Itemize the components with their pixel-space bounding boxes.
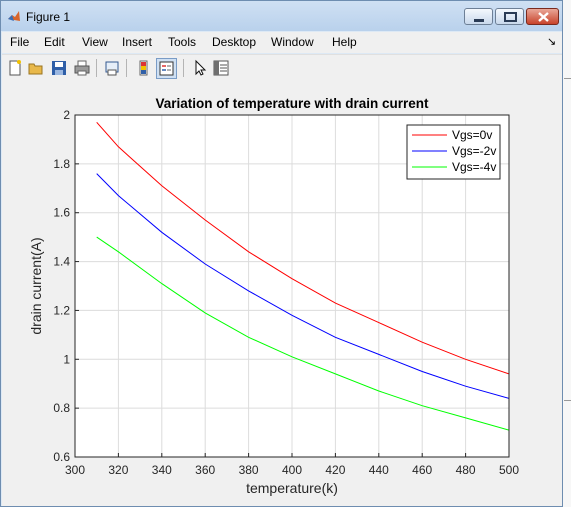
menu-help[interactable]: Help bbox=[332, 35, 357, 49]
y-tick-label: 1.8 bbox=[53, 157, 70, 171]
series-lines bbox=[96, 121, 510, 431]
legend-entry: Vgs=-4v bbox=[452, 160, 496, 174]
print-icon[interactable] bbox=[73, 59, 91, 77]
x-tick-label: 340 bbox=[152, 463, 172, 477]
close-icon bbox=[538, 12, 549, 22]
print-preview-icon[interactable] bbox=[103, 59, 121, 77]
colorbar-icon[interactable] bbox=[135, 59, 153, 77]
menu-file[interactable]: File bbox=[10, 35, 30, 49]
chart-title: Variation of temperature with drain curr… bbox=[155, 96, 429, 111]
x-tick-label: 420 bbox=[325, 463, 345, 477]
save-icon[interactable] bbox=[50, 59, 68, 77]
series-line-Vgs=-4v bbox=[96, 236, 510, 431]
line-chart: 300 320 340 360 380 400 420 440 460 480 500 0.6 0.8 1… bbox=[28, 96, 519, 496]
menu-tools[interactable]: Tools bbox=[168, 35, 197, 49]
minimize-icon bbox=[474, 19, 484, 22]
figure-canvas: 300 320 340 360 380 400 420 440 460 480 500 0.6 0.8 1… bbox=[2, 82, 562, 506]
y-tick-label: 1 bbox=[63, 352, 70, 366]
menu-insert[interactable]: Insert bbox=[122, 35, 153, 49]
menu-bar: File Edit View Insert Tools Desktop Wind… bbox=[2, 32, 562, 53]
new-figure-icon[interactable] bbox=[6, 59, 24, 77]
x-tick-label: 360 bbox=[195, 463, 215, 477]
y-tick-label: 1.4 bbox=[53, 255, 70, 269]
toolbar-separator bbox=[126, 59, 127, 77]
menu-desktop[interactable]: Desktop bbox=[212, 35, 257, 49]
close-button[interactable] bbox=[526, 8, 559, 25]
open-file-icon[interactable] bbox=[27, 59, 45, 77]
tick-labels: 300 320 340 360 380 400 420 440 460 480 500 0.6 0.8 1… bbox=[53, 108, 519, 477]
x-tick-label: 480 bbox=[456, 463, 476, 477]
toolbar-separator bbox=[183, 59, 184, 77]
background-divider bbox=[564, 78, 571, 79]
legend-entry: Vgs=-2v bbox=[452, 144, 496, 158]
series-line-Vgs=-2v bbox=[96, 173, 510, 399]
y-tick-label: 0.6 bbox=[53, 450, 70, 464]
window-title: Figure 1 bbox=[26, 10, 71, 24]
x-tick-label: 460 bbox=[412, 463, 432, 477]
property-inspector-icon[interactable] bbox=[212, 59, 230, 77]
legend-box bbox=[406, 124, 501, 180]
y-tick-label: 0.8 bbox=[53, 401, 70, 415]
x-tick-label: 300 bbox=[65, 463, 85, 477]
legend-entry: Vgs=0v bbox=[452, 128, 492, 142]
menu-edit[interactable]: Edit bbox=[44, 35, 65, 49]
toolbar-separator bbox=[96, 59, 97, 77]
y-axis-label: drain current(A) bbox=[28, 237, 44, 334]
background-window-edge bbox=[563, 0, 571, 507]
y-tick-label: 1.6 bbox=[53, 206, 70, 220]
x-tick-label: 400 bbox=[282, 463, 302, 477]
x-tick-label: 500 bbox=[499, 463, 519, 477]
y-tick-label: 1.2 bbox=[53, 303, 70, 317]
y-tick-label: 2 bbox=[63, 108, 70, 122]
legend-icon bbox=[159, 61, 174, 76]
x-tick-label: 440 bbox=[369, 463, 389, 477]
series-line-Vgs=0v bbox=[96, 121, 510, 375]
edit-plot-icon[interactable] bbox=[191, 59, 209, 77]
maximize-button[interactable] bbox=[495, 8, 524, 25]
figure-toolbar bbox=[2, 54, 562, 83]
maximize-icon bbox=[504, 12, 517, 22]
menu-window[interactable]: Window bbox=[271, 35, 314, 49]
legend[interactable]: Vgs=0v Vgs=-2v Vgs=-4v bbox=[406, 124, 501, 180]
arrow-icon[interactable]: ↘ bbox=[547, 36, 557, 48]
legend-button[interactable] bbox=[156, 58, 177, 79]
title-bar[interactable]: Figure 1 bbox=[1, 1, 562, 31]
background-divider bbox=[564, 400, 571, 401]
minimize-button[interactable] bbox=[464, 8, 493, 25]
x-tick-label: 320 bbox=[108, 463, 128, 477]
matlab-icon bbox=[8, 11, 20, 21]
menu-view[interactable]: View bbox=[82, 35, 108, 49]
x-axis-label: temperature(k) bbox=[246, 480, 338, 496]
x-tick-label: 380 bbox=[239, 463, 259, 477]
